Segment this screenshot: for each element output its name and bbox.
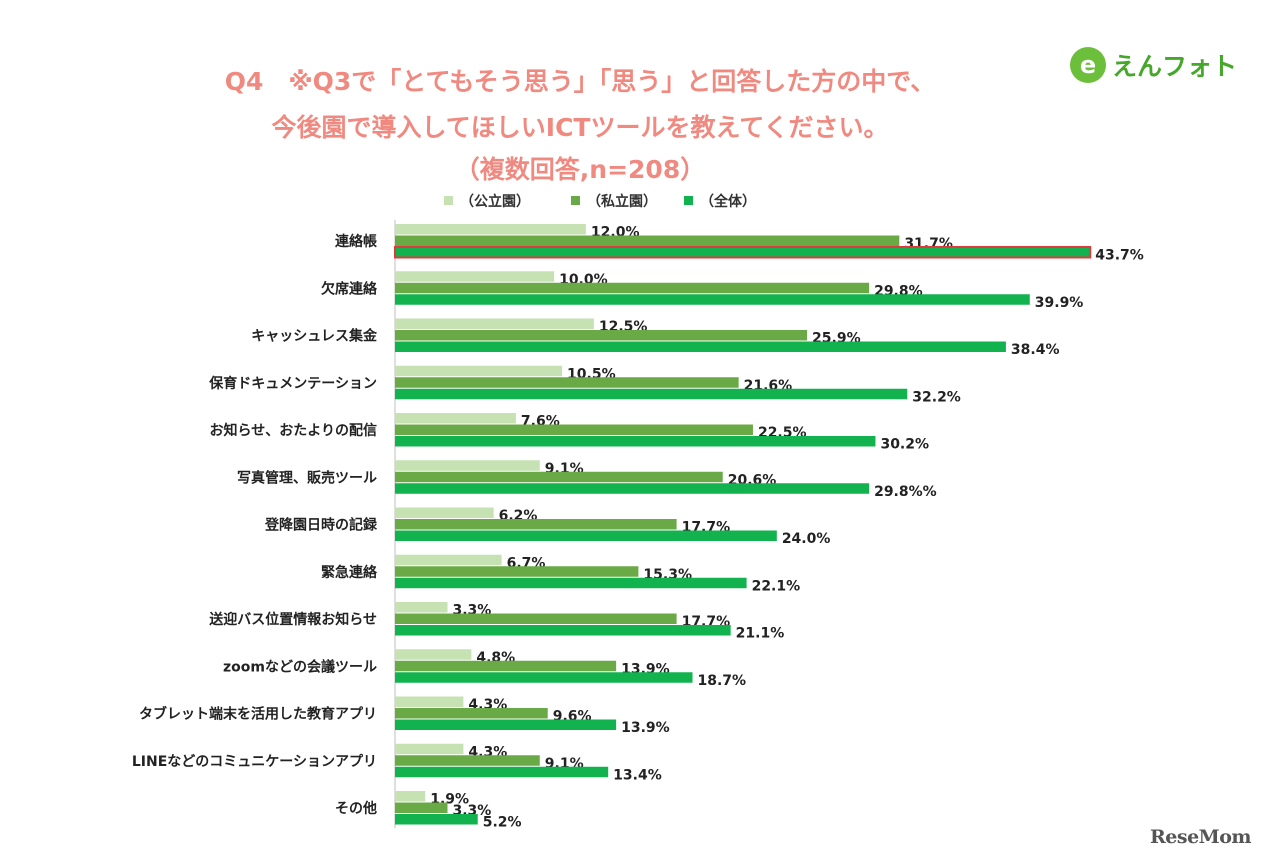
category-label: タブレット端末を活用した教育アプリ [139, 706, 377, 723]
bar-3 [395, 436, 876, 447]
legend-label-3: （全体） [700, 193, 756, 210]
bar-1 [395, 224, 586, 235]
logo-e-icon: e [1070, 47, 1106, 83]
data-label-3: 13.4% [613, 767, 662, 783]
category-label: 保育ドキュメンテーション [208, 375, 377, 392]
bar-1 [395, 365, 563, 377]
data-label-3: 39.9% [1035, 295, 1084, 311]
legend-swatch-3 [684, 196, 693, 205]
data-label-3: 22.1% [752, 578, 801, 594]
category-label: zoomなどの会議ツール [223, 658, 377, 675]
bar-3 [395, 294, 1030, 305]
enphoto-logo: e えんフォト [1070, 45, 1237, 85]
legend-label-1: （公立園） [460, 193, 530, 210]
bar-2 [395, 660, 617, 672]
legend-swatch-2 [571, 196, 580, 205]
category-label: お知らせ、おたよりの配信 [210, 422, 377, 439]
data-label-3: 30.2% [880, 437, 929, 453]
bar-2 [395, 330, 808, 341]
bar-3 [395, 672, 693, 683]
bar-1 [395, 649, 472, 660]
bar-3 [395, 719, 617, 730]
bar-3 [395, 625, 731, 636]
bar-2 [395, 566, 639, 577]
bar-2 [395, 519, 677, 530]
category-label: 緊急連絡 [321, 564, 378, 581]
category-label: LINEなどのコミュニケーションアプリ [132, 754, 377, 770]
bar-1 [395, 554, 502, 566]
legend-swatch-1 [444, 196, 453, 205]
chart-title-line1: Q4 ※Q3で「とてもそう思う」「思う」と回答した方の中で、 [224, 67, 936, 96]
bar-3 [395, 341, 1006, 352]
bar-1 [395, 791, 426, 802]
data-label-3: 21.1% [736, 626, 785, 642]
data-label-3: 13.9% [621, 720, 670, 736]
category-label: キャッシュレス集金 [251, 328, 378, 345]
bar-1 [395, 602, 448, 613]
bar-2 [395, 235, 900, 246]
bar-2 [395, 802, 448, 813]
resemom-watermark: ReseMom [1150, 826, 1251, 848]
bar-3 [394, 246, 1092, 259]
category-label: 写真管理、販売ツール [237, 469, 377, 486]
logo-text: えんフォト [1112, 52, 1238, 81]
bar-2 [395, 282, 870, 294]
bar-1 [395, 743, 464, 755]
bar-3 [395, 530, 777, 541]
data-label-3: 29.8%% [874, 484, 937, 500]
bar-2 [395, 471, 723, 483]
bar-1 [395, 271, 555, 282]
bar-1 [395, 507, 494, 518]
bar-3 [395, 577, 747, 589]
data-label-3: 24.0% [782, 531, 831, 547]
bar-3 [395, 766, 609, 778]
bar-1 [395, 413, 516, 424]
data-label-3: 32.2% [912, 389, 961, 405]
bar-2 [395, 708, 548, 719]
bar-1 [395, 696, 464, 707]
category-label: その他 [335, 800, 377, 817]
category-label: 登降園日時の記録 [264, 517, 378, 534]
category-label: 欠席連絡 [321, 280, 378, 297]
bar-3 [395, 483, 870, 494]
bar-2 [395, 613, 677, 624]
bar-1 [395, 460, 540, 471]
legend-label-2: （私立園） [587, 193, 657, 210]
bar-2 [395, 755, 540, 766]
chart-title-line2: 今後園で導入してほしいICTツールを教えてください。 [271, 113, 889, 142]
category-label: 送迎バス位置情報お知らせ [208, 611, 377, 628]
category-label: 連絡帳 [335, 233, 377, 250]
data-label-3: 18.7% [698, 673, 747, 689]
bar-1 [395, 318, 594, 329]
data-label-3: 38.4% [1011, 342, 1060, 358]
bar-2 [395, 377, 739, 388]
data-label-3: 43.7% [1095, 248, 1144, 264]
chart-title-line3: （複数回答,n=208） [454, 155, 706, 184]
bar-2 [395, 424, 753, 435]
bar-3 [395, 814, 478, 825]
data-label-3: 5.2% [483, 815, 522, 831]
bar-3 [395, 388, 908, 400]
